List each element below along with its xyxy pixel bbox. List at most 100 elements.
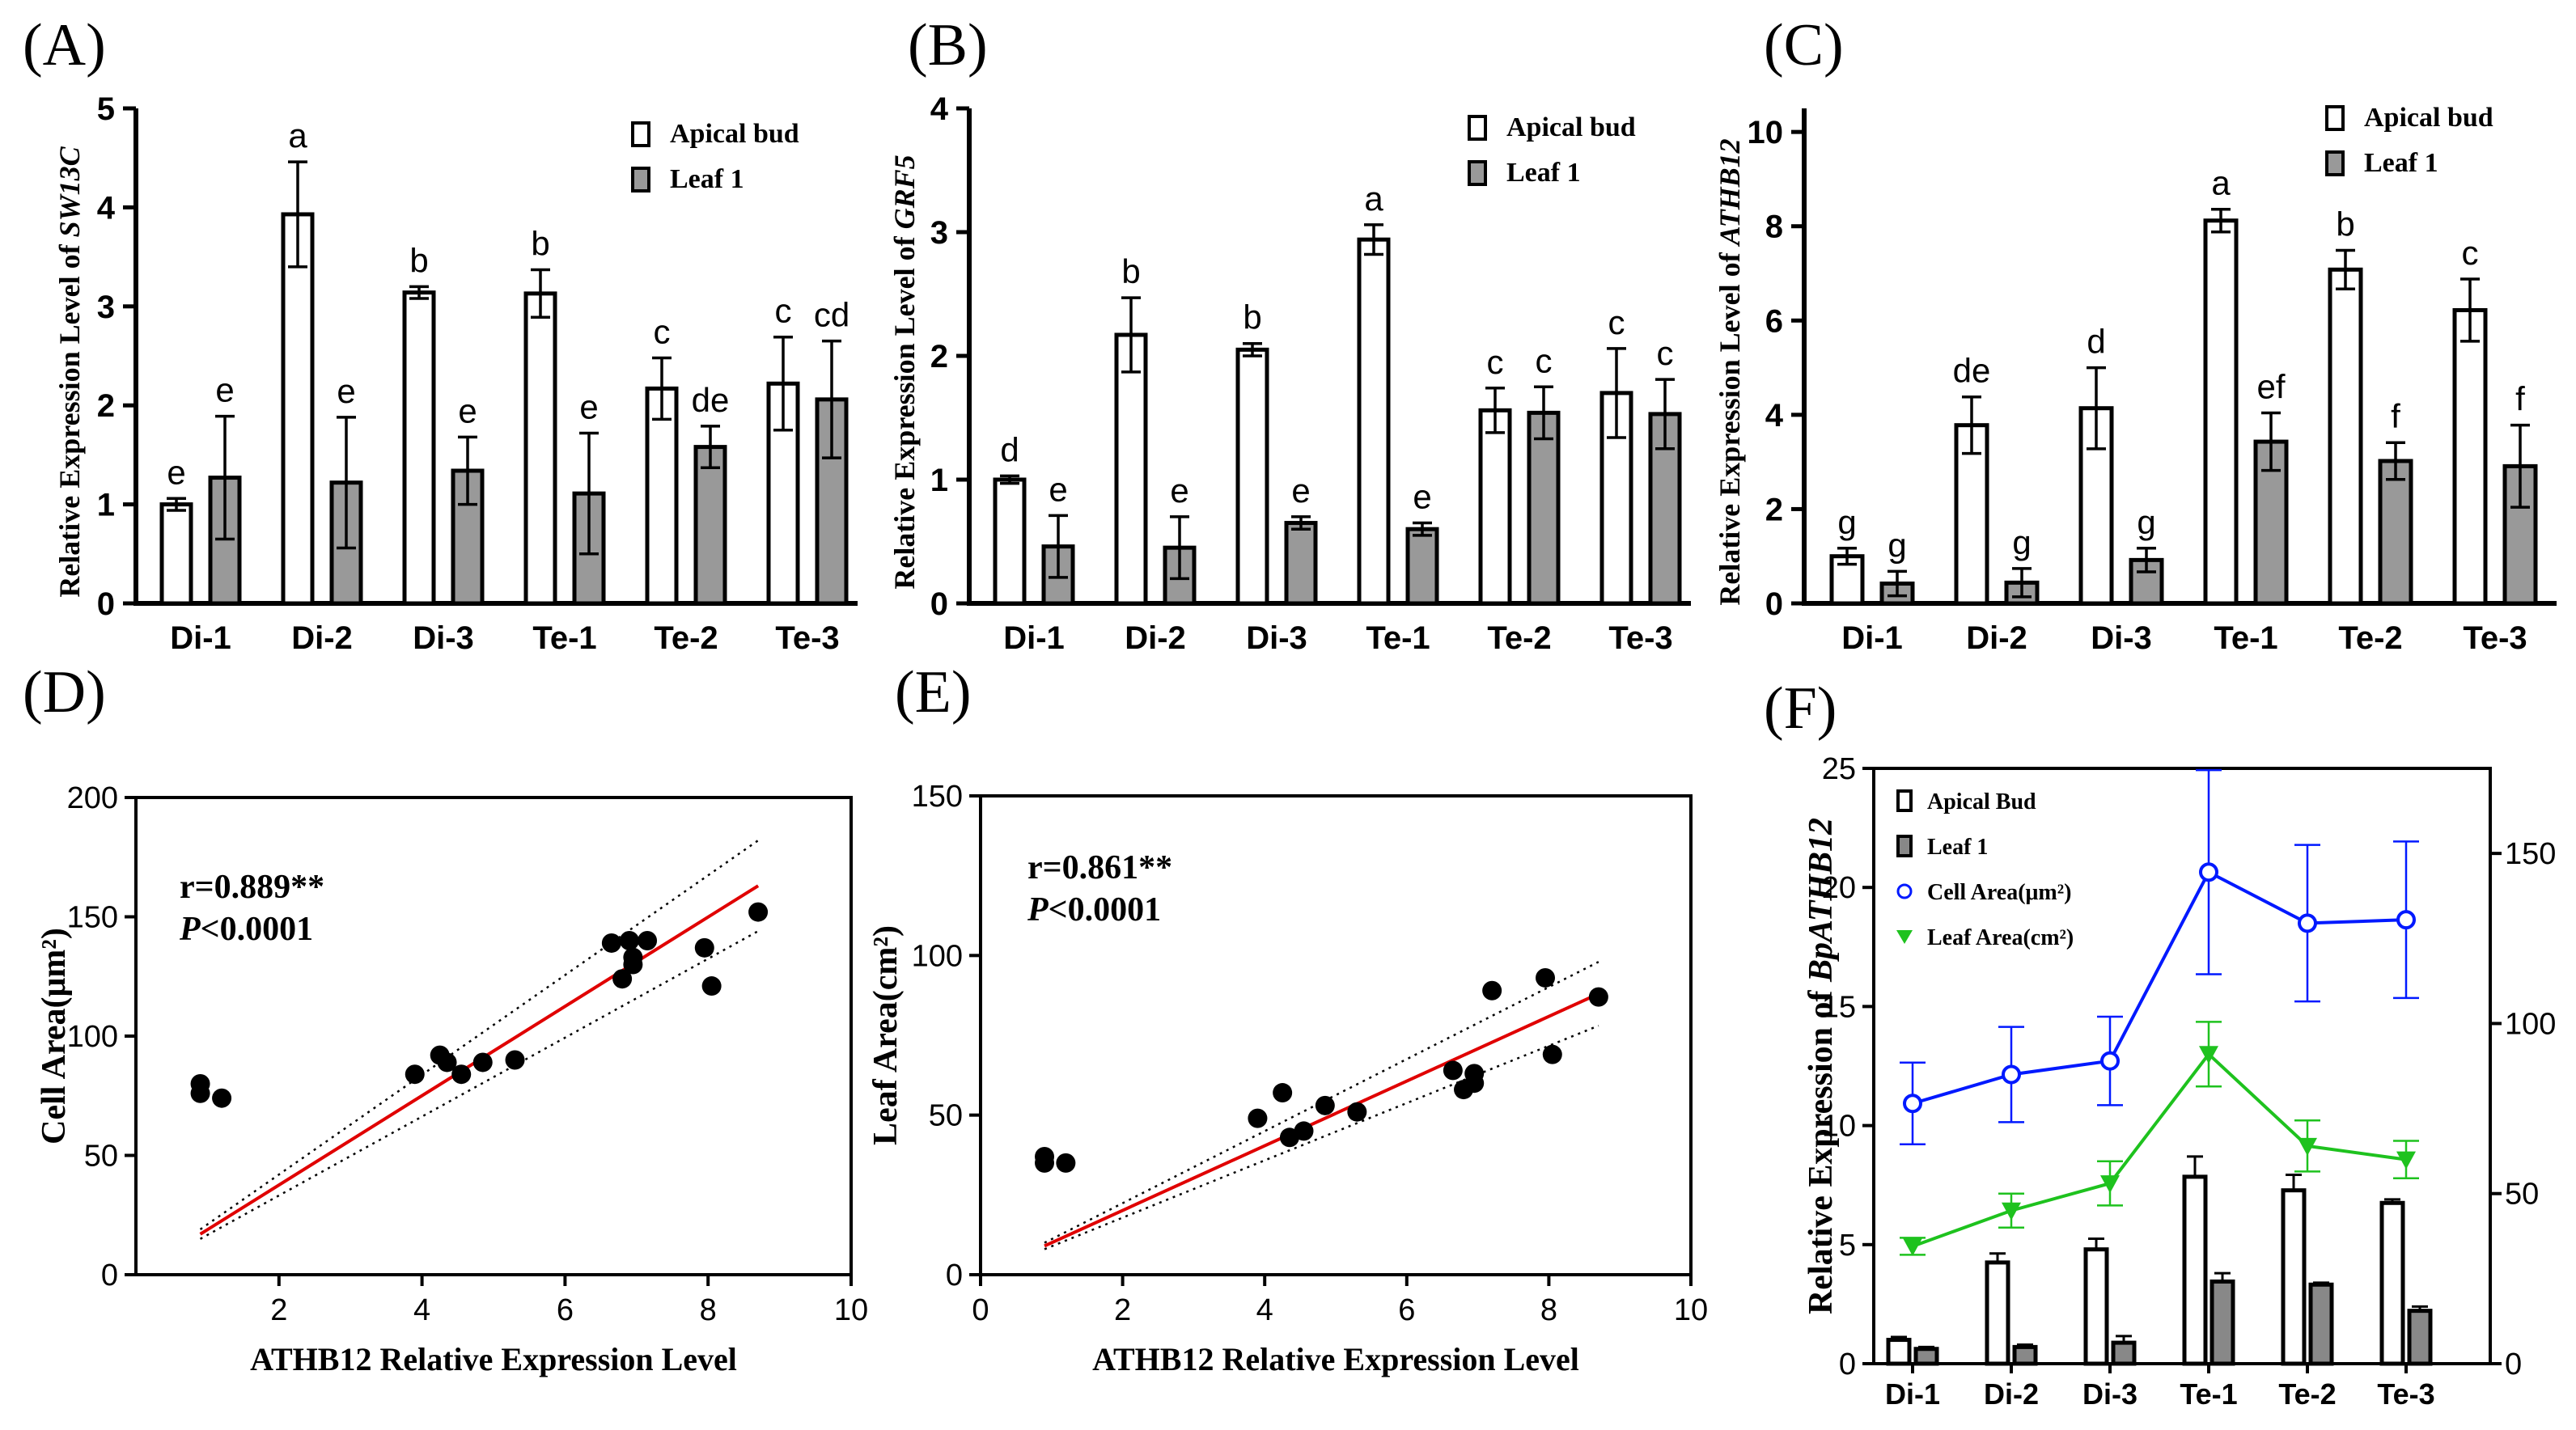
data-point <box>612 969 633 989</box>
y-tick-label: 150 <box>912 780 963 814</box>
x-tick-label: Di-1 <box>1885 1377 1940 1411</box>
bar-leaf-1 <box>2308 1282 2334 1366</box>
significance-letter: e <box>167 453 185 491</box>
legend-swatch <box>1896 835 1913 857</box>
y-tick-label-left: 25 <box>1822 752 1856 786</box>
data-point <box>405 1064 425 1085</box>
y-tick-label-left: 5 <box>1839 1229 1856 1263</box>
data-point <box>601 933 621 953</box>
y-tick-label: 50 <box>929 1099 963 1133</box>
x-tick-label: Di-2 <box>1984 1377 2039 1411</box>
significance-letter: a <box>2211 164 2231 202</box>
y-axis-label: Relative Expression of BpATHB12 <box>1803 818 1840 1314</box>
leaf-area-marker <box>2002 1202 2021 1221</box>
data-point <box>190 1083 210 1103</box>
legend-label: Cell Area(μm²) <box>1927 880 2071 905</box>
chart-panel-f: 0 5 10 15 20 25 0 50 100 150 Relative Expression o… <box>1803 752 2556 1411</box>
bar-leaf-1 <box>2210 1279 2235 1366</box>
bar-leaf-1 <box>2378 459 2413 606</box>
significance-letter: a <box>1364 180 1383 218</box>
bar-apical-bud <box>1114 332 1148 606</box>
bar-apical-bud <box>1478 408 1512 606</box>
y-tick-label: 0 <box>930 586 948 622</box>
bar-apical-bud <box>1886 1338 1912 1366</box>
y-axis-label: Cell Area(μm²) <box>36 928 73 1144</box>
bar-leaf-1 <box>2111 1340 2137 1366</box>
x-tick-label: Di-3 <box>2091 620 2152 656</box>
significance-letter: b <box>2336 205 2354 243</box>
y-tick-label: 6 <box>1765 303 1783 339</box>
significance-letter: b <box>1243 298 1261 336</box>
significance-letter: c <box>654 312 671 350</box>
y-tick-label: 0 <box>1765 586 1783 622</box>
y-axis-label: Relative Expression Level of GRF5 <box>888 154 921 589</box>
cell-area-line <box>1912 869 2407 1106</box>
y-tick-label-right: 50 <box>2505 1178 2539 1212</box>
data-point <box>1536 967 1556 988</box>
y-tick-label: 100 <box>67 1020 118 1054</box>
legend-label: Apical bud <box>1506 112 1636 142</box>
data-point <box>1588 987 1608 1007</box>
x-tick-label: Te-1 <box>2214 620 2277 656</box>
significance-letter: c <box>1608 303 1625 341</box>
x-tick-label: Te-3 <box>2377 1377 2434 1411</box>
x-tick-label: 10 <box>1674 1293 1708 1327</box>
bar-apical-bud <box>993 477 1027 606</box>
data-point <box>505 1050 525 1070</box>
legend-label: Leaf Area(cm²) <box>1927 925 2074 950</box>
significance-letter: f <box>2391 397 2400 435</box>
significance-letter: g <box>1837 503 1856 541</box>
data-point <box>694 937 714 958</box>
data-point <box>638 931 658 950</box>
data-point <box>748 902 769 922</box>
y-tick-label: 4 <box>1765 398 1784 434</box>
data-point <box>619 931 639 950</box>
panel-label-e: (E) <box>895 659 972 726</box>
significance-letter: e <box>215 371 234 409</box>
data-point <box>623 954 643 975</box>
y-tick-label: 1 <box>930 463 948 498</box>
y-axis-label-prefix: Relative Expression Level of <box>888 229 921 589</box>
cell-area-marker <box>2396 910 2416 930</box>
significance-letter: g <box>2137 503 2155 541</box>
x-tick-label: 8 <box>1540 1293 1557 1327</box>
x-tick-label: Di-3 <box>413 620 474 656</box>
x-tick-label: 2 <box>1114 1293 1131 1327</box>
leaf-area-marker <box>1903 1238 1922 1256</box>
bar-leaf-1 <box>1527 410 1561 606</box>
bar-apical-bud <box>1357 237 1391 606</box>
y-axis-label: Relative Expression Level of SW13C <box>53 146 86 597</box>
bar-apical-bud <box>159 502 193 606</box>
bar-apical-bud <box>2182 1174 2208 1366</box>
plot-frame <box>1872 767 2492 1365</box>
correlation-coefficient: r=0.861** <box>1027 849 1172 886</box>
legend-swatch <box>1896 789 1913 812</box>
panel-label-f: (F) <box>1764 675 1837 742</box>
x-tick-label: 6 <box>1398 1293 1415 1327</box>
data-point <box>1542 1044 1562 1064</box>
plot-frame <box>979 794 1693 1276</box>
significance-letter: c <box>1657 334 1674 372</box>
significance-letter: e <box>1049 470 1067 508</box>
x-tick-label: 0 <box>972 1293 989 1327</box>
data-point <box>212 1088 232 1108</box>
p-value-threshold: <0.0001 <box>1049 891 1161 929</box>
x-tick-label: Di-1 <box>1841 620 1903 656</box>
x-tick-label: Te-3 <box>775 620 839 656</box>
legend-label: Leaf 1 <box>1927 835 1988 860</box>
x-tick-label: Te-1 <box>1366 620 1430 656</box>
x-tick-label: 10 <box>834 1293 868 1327</box>
y-tick-label-left: 10 <box>1822 1110 1856 1144</box>
data-point <box>1315 1095 1335 1115</box>
data-point <box>701 976 722 996</box>
legend-label: Apical bud <box>2364 103 2493 133</box>
correlation-coefficient: r=0.889** <box>180 869 324 906</box>
y-tick-label: 0 <box>101 1259 118 1292</box>
y-axis-label-prefix: Relative Expression Level of <box>1714 245 1746 605</box>
significance-letter: de <box>1953 352 1991 390</box>
p-value-symbol: P <box>179 911 201 948</box>
legend-swatch <box>631 121 650 147</box>
y-tick-label-left: 15 <box>1822 990 1856 1024</box>
bar-apical-bud <box>2083 1247 2109 1366</box>
